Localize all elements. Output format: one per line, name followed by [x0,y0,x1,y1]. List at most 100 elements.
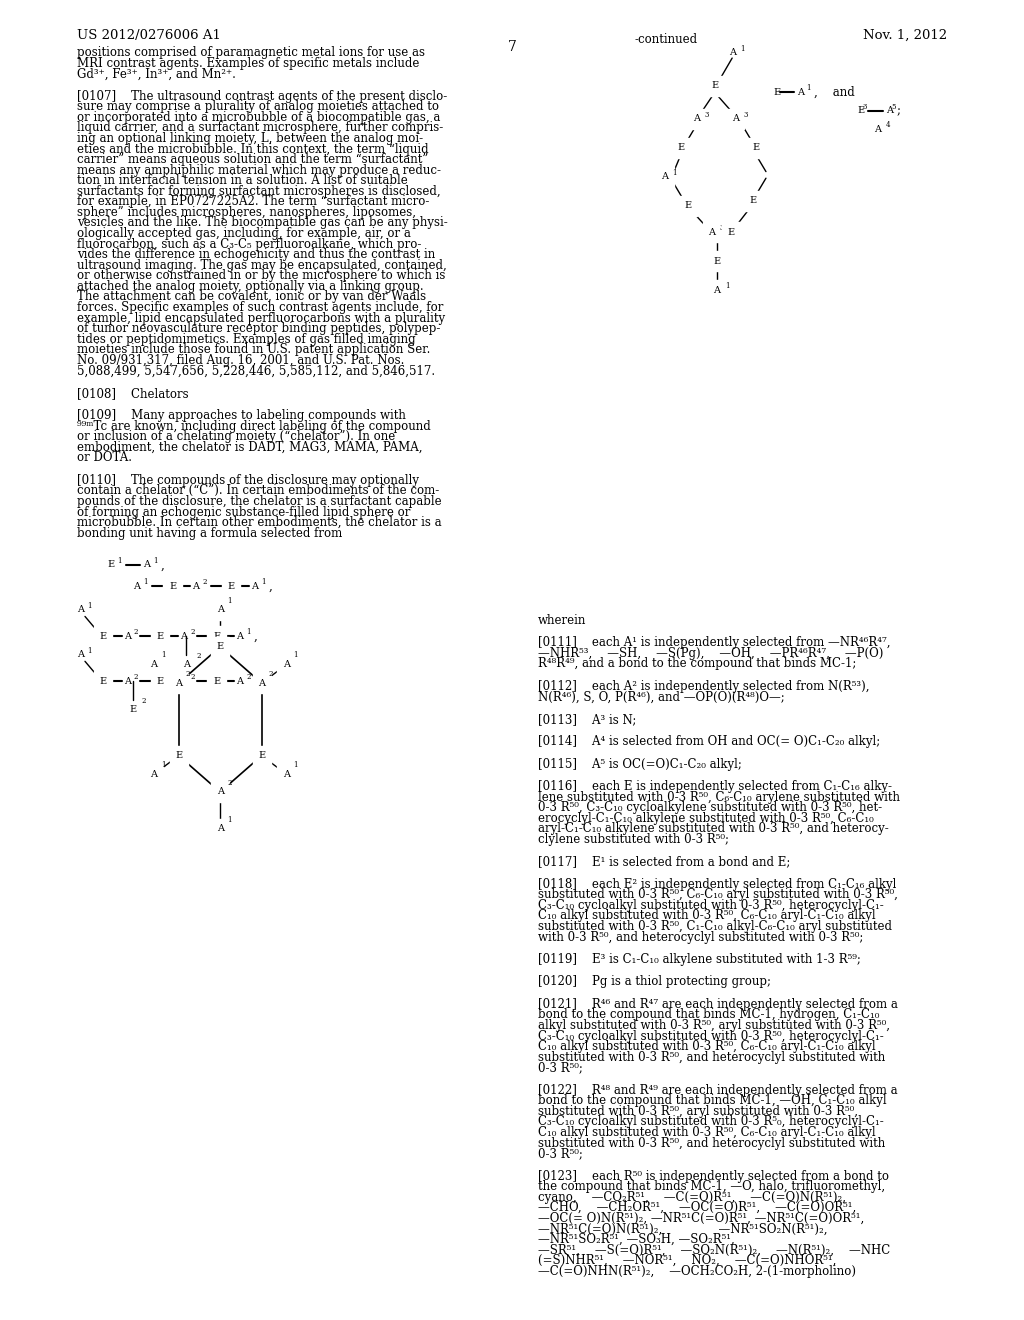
Text: —OC(= O)N(R⁵¹)₂, —NR⁵¹C(=O)R⁵¹, —NR⁵¹C(=O)OR⁵¹,: —OC(= O)N(R⁵¹)₂, —NR⁵¹C(=O)R⁵¹, —NR⁵¹C(=… [538,1212,864,1225]
Text: 2: 2 [197,652,201,660]
Text: 2: 2 [141,697,145,705]
Text: 1: 1 [161,760,165,770]
Text: substituted with 0-3 R⁵⁰, C₆-C₁₀ aryl substituted with 0-3 R⁵⁰,: substituted with 0-3 R⁵⁰, C₆-C₁₀ aryl su… [538,888,897,902]
Text: [0115]    A⁵ is OC(=O)C₁-C₂₀ alkyl;: [0115] A⁵ is OC(=O)C₁-C₂₀ alkyl; [538,758,741,771]
Text: carrier” means aqueous solution and the term “surfactant”: carrier” means aqueous solution and the … [77,153,428,166]
Text: 3: 3 [862,103,866,111]
Text: A: A [662,173,668,181]
Text: -continued: -continued [635,33,698,46]
Text: 3: 3 [705,111,709,119]
Text: C₃-C₁₀ cycloalkyl substituted with 0-3 R⁵⁰, heterocyclyl-C₁-: C₃-C₁₀ cycloalkyl substituted with 0-3 R… [538,1030,884,1043]
Text: A: A [886,107,893,115]
Text: —NHR⁵³,    —SH,    —S(Pg),    —OH,    —PR⁴⁶R⁴⁷,    —P(O): —NHR⁵³, —SH, —S(Pg), —OH, —PR⁴⁶R⁴⁷, —P(O… [538,647,883,660]
Text: 1: 1 [294,651,298,660]
Text: moieties include those found in U.S. patent application Ser.: moieties include those found in U.S. pat… [77,343,430,356]
Text: —NR⁵¹C(=O)N(R⁵¹)₂,               —NR⁵¹SO₂N(R⁵¹)₂,: —NR⁵¹C(=O)N(R⁵¹)₂, —NR⁵¹SO₂N(R⁵¹)₂, [538,1222,827,1236]
Text: C₁₀ alkyl substituted with 0-3 R⁵⁰, C₆-C₁₀ aryl-C₁-C₁₀ alkyl: C₁₀ alkyl substituted with 0-3 R⁵⁰, C₆-C… [538,909,876,923]
Text: [0118]    each E² is independently selected from C₁-C₁₆ alkyl: [0118] each E² is independently selected… [538,878,896,891]
Text: A: A [797,88,804,96]
Text: bond to the compound that binds MC-1, —OH, C₁-C₁₀ alkyl: bond to the compound that binds MC-1, —O… [538,1094,886,1107]
Text: for example, in EP0727225A2. The term “surfactant micro-: for example, in EP0727225A2. The term “s… [77,195,429,209]
Text: E: E [108,561,115,569]
Text: E: E [99,632,106,640]
Text: pounds of the disclosure, the chelator is a surfactant capable: pounds of the disclosure, the chelator i… [77,495,441,508]
Text: E: E [857,107,864,115]
Text: [0116]    each E is independently selected from C₁-C₁₆ alky-: [0116] each E is independently selected … [538,780,892,793]
Text: lene substituted with 0-3 R⁵⁰, C₆-C₁₀ arylene substituted with: lene substituted with 0-3 R⁵⁰, C₆-C₁₀ ar… [538,791,900,804]
Text: contain a chelator (“C”). In certain embodiments of the com-: contain a chelator (“C”). In certain emb… [77,484,439,498]
Text: fluorocarbon, such as a C₃-C₅ perfluoroalkane, which pro-: fluorocarbon, such as a C₃-C₅ perfluoroa… [77,238,421,251]
Text: 1: 1 [740,45,744,53]
Text: substituted with 0-3 R⁵⁰, and heterocyclyl substituted with: substituted with 0-3 R⁵⁰, and heterocycl… [538,1137,885,1150]
Text: A: A [217,606,223,614]
Text: forces. Specific examples of such contrast agents include, for: forces. Specific examples of such contra… [77,301,443,314]
Text: 0-3 R⁵⁰;: 0-3 R⁵⁰; [538,1061,583,1074]
Text: 2: 2 [227,779,231,787]
Text: A: A [217,825,223,833]
Text: E: E [213,632,220,640]
Text: liquid carrier, and a surfactant microsphere, further compris-: liquid carrier, and a surfactant microsp… [77,121,443,135]
Text: ,: , [161,558,165,572]
Text: alkyl substituted with 0-3 R⁵⁰, aryl substituted with 0-3 R⁵⁰,: alkyl substituted with 0-3 R⁵⁰, aryl sub… [538,1019,890,1032]
Text: erocyclyl-C₁-C₁₀ alkylene substituted with 0-3 R⁵⁰, C₆-C₁₀: erocyclyl-C₁-C₁₀ alkylene substituted wi… [538,812,873,825]
Text: A: A [874,125,881,133]
Text: 1: 1 [227,597,231,605]
Text: clylene substituted with 0-3 R⁵⁰;: clylene substituted with 0-3 R⁵⁰; [538,833,729,846]
Text: E: E [130,705,136,714]
Text: 1: 1 [143,578,147,586]
Text: A: A [283,770,290,779]
Text: 1: 1 [673,169,677,177]
Text: ;: ; [897,104,901,117]
Text: A: A [217,788,223,796]
Text: or DOTA.: or DOTA. [77,451,132,465]
Text: bonding unit having a formula selected from: bonding unit having a formula selected f… [77,527,342,540]
Text: A: A [709,228,715,236]
Text: [0110]    The compounds of the disclosure may optionally: [0110] The compounds of the disclosure m… [77,474,419,487]
Text: embodiment, the chelator is DADT, MAG3, MAMA, PAMA,: embodiment, the chelator is DADT, MAG3, … [77,441,422,454]
Text: [0123]    each R⁵⁰ is independently selected from a bond to: [0123] each R⁵⁰ is independently selecte… [538,1170,889,1183]
Text: aryl-C₁-C₁₀ alkylene substituted with 0-3 R⁵⁰, and heterocy-: aryl-C₁-C₁₀ alkylene substituted with 0-… [538,822,889,836]
Text: positions comprised of paramagnetic metal ions for use as: positions comprised of paramagnetic meta… [77,46,425,59]
Text: 1: 1 [87,647,91,655]
Text: A: A [124,677,131,685]
Text: A: A [258,678,265,688]
Text: The attachment can be covalent, ionic or by van der Waals: The attachment can be covalent, ionic or… [77,290,426,304]
Text: microbubble. In certain other embodiments, the chelator is a: microbubble. In certain other embodiment… [77,516,441,529]
Text: E: E [99,677,106,685]
Text: E: E [227,582,234,590]
Text: C₁₀ alkyl substituted with 0-3 R⁵⁰, C₆-C₁₀ aryl-C₁-C₁₀ alkyl: C₁₀ alkyl substituted with 0-3 R⁵⁰, C₆-C… [538,1126,876,1139]
Text: of tumor neovasculature receptor binding peptides, polypep-: of tumor neovasculature receptor binding… [77,322,440,335]
Text: C₃-C₁₀ cycloalkyl substituted with 0-3 R⁵₀, heterocyclyl-C₁-: C₃-C₁₀ cycloalkyl substituted with 0-3 R… [538,1115,884,1129]
Text: 1: 1 [294,760,298,770]
Text: example, lipid encapsulated perfluorocarbons with a plurality: example, lipid encapsulated perfluorocar… [77,312,444,325]
Text: 1: 1 [247,628,251,636]
Text: ,: , [254,630,258,643]
Text: E: E [157,632,164,640]
Text: means any amphiphilic material which may produce a reduc-: means any amphiphilic material which may… [77,164,440,177]
Text: bond to the compound that binds MC-1, hydrogen, C₁-C₁₀: bond to the compound that binds MC-1, hy… [538,1008,879,1022]
Text: 1: 1 [87,602,91,610]
Text: E: E [685,202,691,210]
Text: cyano,    —CO₂R⁵¹,    —C(=O)R⁵¹,    —C(=O)N(R⁵¹)₂,: cyano, —CO₂R⁵¹, —C(=O)R⁵¹, —C(=O)N(R⁵¹)₂… [538,1191,846,1204]
Text: 1: 1 [154,557,158,565]
Text: [0114]    A⁴ is selected from OH and OC(= O)C₁-C₂₀ alkyl;: [0114] A⁴ is selected from OH and OC(= O… [538,735,880,748]
Text: A: A [237,677,244,685]
Text: 2: 2 [185,669,190,678]
Text: 2: 2 [190,628,195,636]
Text: sure may comprise a plurality of analog moieties attached to: sure may comprise a plurality of analog … [77,100,439,114]
Text: E: E [753,144,759,152]
Text: 1: 1 [261,578,265,586]
Text: E: E [175,751,182,760]
Text: eties and the microbubble. In this context, the term “liquid: eties and the microbubble. In this conte… [77,143,428,156]
Text: ologically accepted gas, including, for example, air, or a: ologically accepted gas, including, for … [77,227,411,240]
Text: A: A [714,286,720,294]
Text: A: A [151,770,158,779]
Text: 2: 2 [190,673,195,681]
Text: 1: 1 [227,816,231,824]
Text: A: A [237,632,244,640]
Text: substituted with 0-3 R⁵⁰, aryl substituted with 0-3 R⁵⁰,: substituted with 0-3 R⁵⁰, aryl substitut… [538,1105,858,1118]
Text: tion in interfacial tension in a solution. A list of suitable: tion in interfacial tension in a solutio… [77,174,408,187]
Text: [0120]    Pg is a thiol protecting group;: [0120] Pg is a thiol protecting group; [538,975,771,989]
Text: [0113]    A³ is N;: [0113] A³ is N; [538,713,636,726]
Text: E: E [678,144,684,152]
